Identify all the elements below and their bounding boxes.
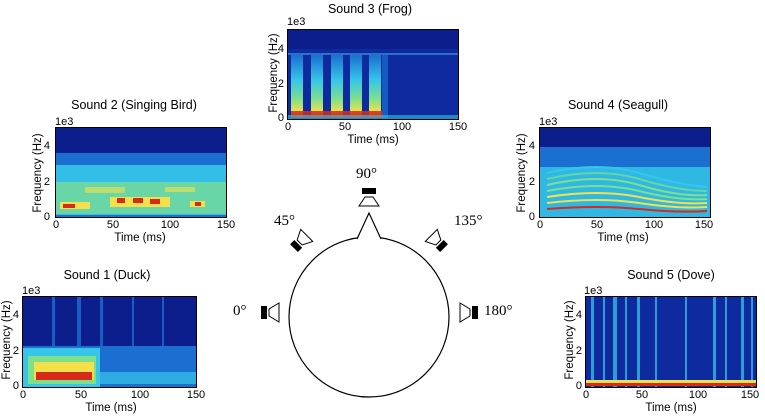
x-tick-label: 150 <box>448 121 468 133</box>
speaker-0-icon <box>261 302 280 323</box>
duck-noise-lines <box>52 296 164 346</box>
x-tick-label: 50 <box>635 389 649 401</box>
x-tick-label: 150 <box>694 219 714 231</box>
x-tick-label: 150 <box>740 389 760 401</box>
x-tick-label: 0 <box>582 389 590 401</box>
x-tick-label: 50 <box>590 219 604 231</box>
y-tick-label: 0 <box>12 380 19 392</box>
y-tick-label: 0 <box>277 112 284 124</box>
exponent-label: 1e3 <box>584 285 603 297</box>
x-tick-label: 150 <box>216 219 236 231</box>
exponent-label: 1e3 <box>539 116 558 128</box>
y-tick-label: 4 <box>43 140 50 152</box>
exponent-label: 1e3 <box>287 16 306 28</box>
spectrogram-singing-bird <box>55 127 227 218</box>
speaker-135-icon <box>424 228 448 253</box>
speaker-45-icon <box>290 228 314 253</box>
y-tick-label: 0 <box>528 211 535 223</box>
speaker-90-icon <box>358 188 380 207</box>
angle-label-135: 135° <box>454 213 483 229</box>
spectrogram-seagull <box>539 127 711 218</box>
seagull-harmonics <box>546 166 708 213</box>
panel-title: Sound 5 (Dove) <box>627 268 715 282</box>
x-axis-label: Time (ms) <box>597 232 649 244</box>
x-tick-label: 50 <box>74 389 88 401</box>
x-tick-label: 0 <box>536 219 544 231</box>
spectrogram-duck <box>22 296 197 388</box>
panel-title: Sound 2 (Singing Bird) <box>71 98 197 112</box>
y-tick-label: 2 <box>528 176 535 188</box>
x-tick-label: 0 <box>284 121 292 133</box>
x-axis-label: Time (ms) <box>347 134 399 146</box>
x-tick-label: 100 <box>392 121 412 133</box>
x-tick-label: 50 <box>106 219 120 231</box>
y-tick-label: 4 <box>528 140 535 152</box>
y-tick-label: 2 <box>575 345 582 357</box>
y-tick-label: 4 <box>575 309 582 321</box>
x-axis-label: Time (ms) <box>85 402 137 414</box>
x-tick-label: 100 <box>130 389 150 401</box>
angle-label-90: 90° <box>356 166 377 182</box>
angle-label-45: 45° <box>274 213 295 229</box>
speaker-180-icon <box>459 302 478 323</box>
x-tick-label: 0 <box>52 219 60 231</box>
x-tick-label: 150 <box>186 389 206 401</box>
angle-label-0: 0° <box>233 303 247 319</box>
y-tick-label: 2 <box>277 78 284 90</box>
y-tick-label: 2 <box>43 176 50 188</box>
x-tick-label: 100 <box>160 219 180 231</box>
x-tick-label: 50 <box>338 121 352 133</box>
frog-bars <box>287 55 459 120</box>
panel-title: Sound 1 (Duck) <box>63 268 151 282</box>
y-tick-label: 0 <box>575 380 582 392</box>
dove-vertical-lines <box>591 296 753 388</box>
panel-title: Sound 4 (Seagull) <box>567 98 669 112</box>
x-tick-label: 0 <box>19 389 27 401</box>
angle-label-180: 180° <box>484 303 513 319</box>
exponent-label: 1e3 <box>55 116 74 128</box>
x-tick-label: 100 <box>644 219 664 231</box>
spectrogram-dove <box>585 296 757 388</box>
y-tick-label: 0 <box>43 211 50 223</box>
exponent-label: 1e3 <box>22 285 41 297</box>
y-tick-label: 4 <box>12 309 19 321</box>
listener-head <box>288 211 450 398</box>
panel-title: Sound 3 (Frog) <box>327 2 413 16</box>
y-tick-label: 4 <box>277 43 284 55</box>
spectrogram-frog <box>287 29 459 120</box>
y-tick-label: 2 <box>12 345 19 357</box>
x-axis-label: Time (ms) <box>645 402 697 414</box>
x-axis-label: Time (ms) <box>114 232 166 244</box>
bird-calls <box>60 187 205 209</box>
x-tick-label: 100 <box>688 389 708 401</box>
